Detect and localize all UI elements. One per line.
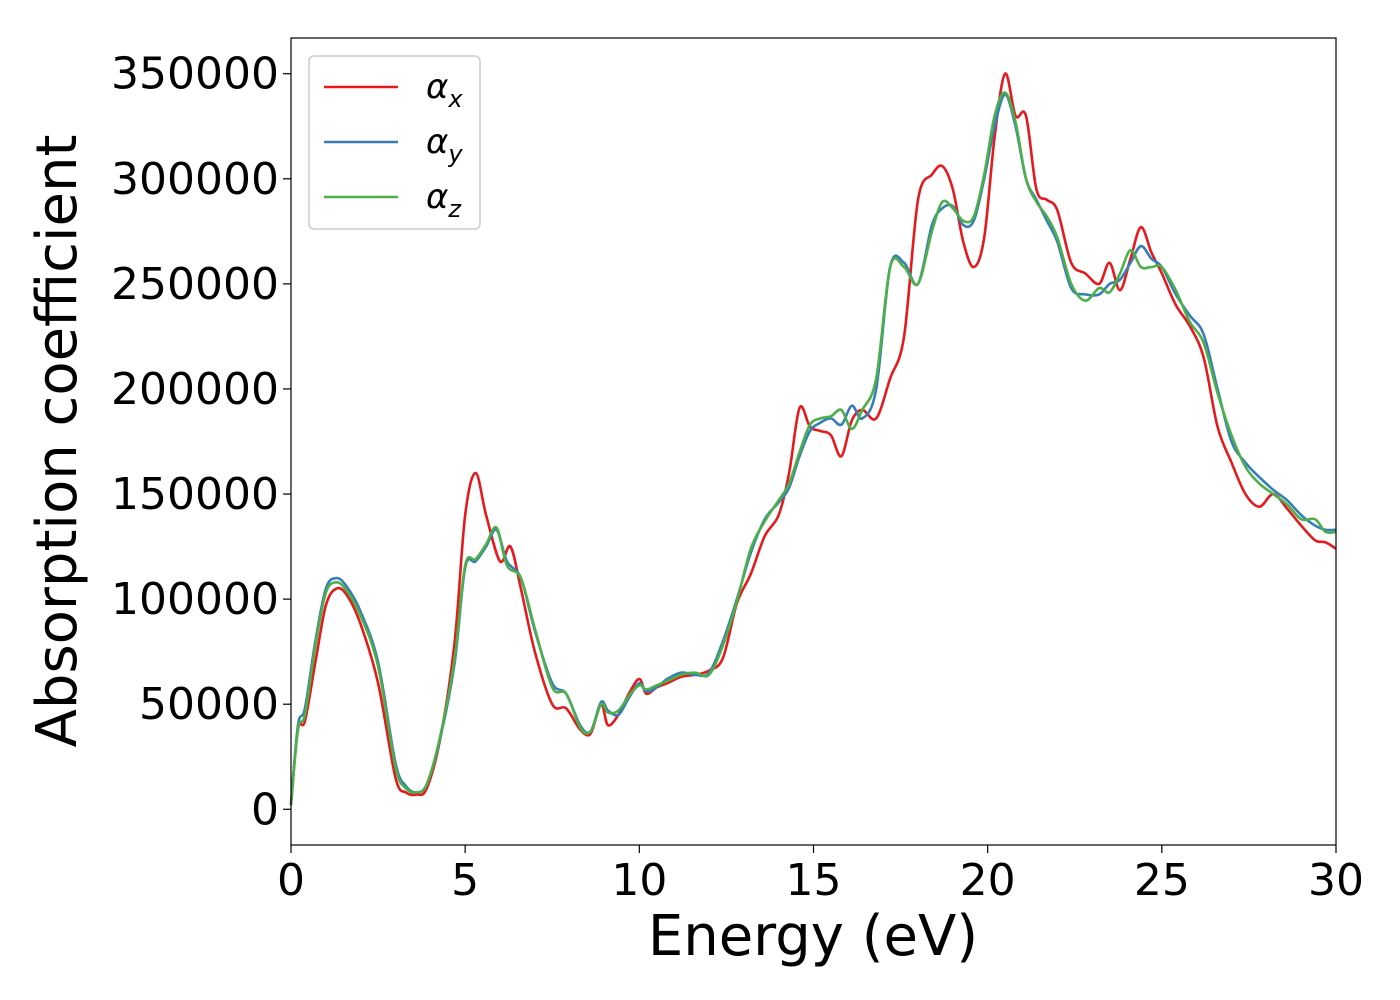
y-tick-label: 50000 — [139, 679, 279, 730]
y-tick-label: 100000 — [111, 574, 279, 625]
x-axis-title: Energy (eV) — [648, 904, 978, 969]
x-tick-label: 10 — [611, 855, 667, 906]
y-axis-title: Absorption coefficient — [25, 135, 90, 748]
y-tick-label: 150000 — [111, 469, 279, 520]
legend-label-alpha-y: αy — [426, 122, 463, 168]
y-tick-label: 200000 — [111, 364, 279, 415]
x-tick-label: 20 — [960, 855, 1016, 906]
y-tick-label: 350000 — [111, 49, 279, 100]
x-tick-label: 30 — [1308, 855, 1364, 906]
series-layer — [289, 72, 1337, 806]
x-axis-ticks: 0 5 10 15 20 25 30 — [277, 845, 1364, 906]
x-tick-label: 25 — [1134, 855, 1190, 906]
y-tick-label: 0 — [251, 784, 279, 835]
y-axis-ticks: 0 50000 100000 150000 200000 250000 300000 3500… — [111, 49, 291, 835]
series-line-alpha-z — [289, 91, 1337, 806]
x-tick-label: 15 — [786, 855, 842, 906]
y-tick-label: 250000 — [111, 259, 279, 310]
x-tick-label: 0 — [277, 855, 305, 906]
y-tick-label: 300000 — [111, 154, 279, 205]
x-tick-label: 5 — [451, 855, 479, 906]
